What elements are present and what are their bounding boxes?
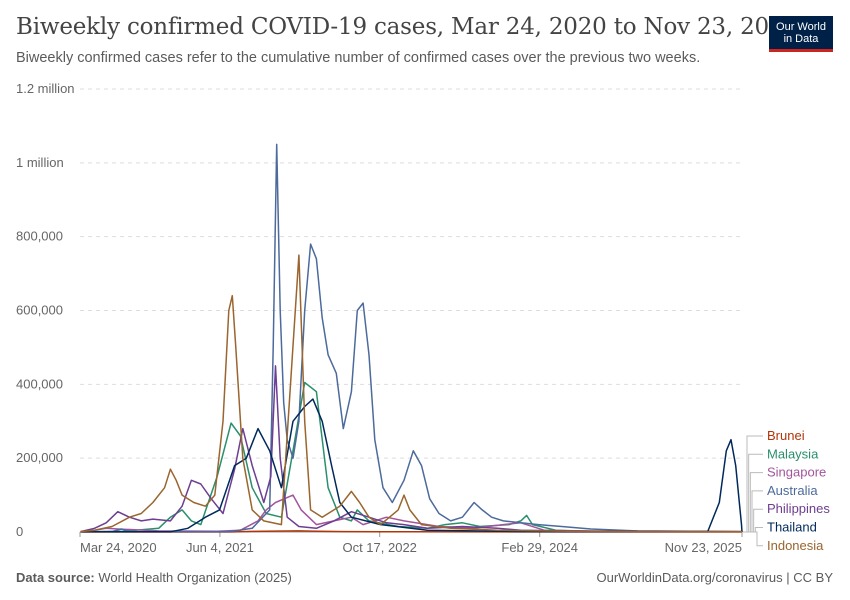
legend-connector [743, 508, 763, 533]
data-source: Data source: World Health Organization (… [16, 570, 292, 585]
legend-label-singapore[interactable]: Singapore [767, 465, 826, 480]
legend-connector [743, 472, 763, 533]
legend-connector [743, 531, 763, 547]
legend-label-philippines[interactable]: Philippines [767, 501, 830, 516]
x-tick-label: Mar 24, 2020 [80, 540, 157, 555]
y-tick-label: 1.2 million [16, 81, 75, 96]
y-tick-label: 800,000 [16, 229, 63, 244]
series-line-indonesia[interactable] [80, 254, 743, 533]
series-line-brunei[interactable] [80, 530, 743, 533]
legend-label-brunei[interactable]: Brunei [767, 428, 805, 443]
series-line-thailand[interactable] [80, 398, 743, 533]
y-tick-label: 200,000 [16, 450, 63, 465]
series-lines[interactable] [80, 143, 743, 533]
series-line-australia[interactable] [80, 143, 743, 533]
gridlines [80, 88, 742, 459]
legend-connector [743, 453, 763, 533]
legend-label-malaysia[interactable]: Malaysia [767, 446, 819, 461]
y-tick-label: 0 [16, 524, 23, 539]
x-tick-label: Nov 23, 2025 [665, 540, 742, 555]
y-tick-label: 600,000 [16, 303, 63, 318]
chart-subtitle: Biweekly confirmed cases refer to the cu… [16, 50, 701, 66]
footer-link[interactable]: OurWorldinData.org/coronavirus | CC BY [596, 570, 833, 585]
data-source-text: World Health Organization (2025) [94, 570, 292, 585]
y-tick-label: 1 million [16, 155, 64, 170]
y-tick-label: 400,000 [16, 376, 63, 391]
logo-line-2: in Data [783, 33, 819, 45]
legend-label-indonesia[interactable]: Indonesia [767, 538, 824, 553]
x-tick-label: Feb 29, 2024 [501, 540, 578, 555]
legend-connector [743, 435, 763, 533]
logo-line-1: Our World [776, 21, 826, 33]
legend-label-thailand[interactable]: Thailand [767, 520, 817, 535]
legend-connector [743, 527, 763, 533]
data-source-label: Data source: [16, 570, 95, 585]
x-tick-label: Oct 17, 2022 [342, 540, 416, 555]
x-tick-label: Jun 4, 2021 [186, 540, 254, 555]
chart-title: Biweekly confirmed COVID-19 cases, Mar 2… [16, 14, 798, 40]
axes: 0 200,000 400,000 600,000 800,000 1 million 1.… [16, 81, 743, 555]
owid-logo[interactable]: Our World in Data [769, 16, 833, 52]
series-line-philippines[interactable] [80, 365, 743, 533]
legend-connector [743, 490, 763, 533]
legend[interactable]: Brunei Malaysia Singapore Australia Philippi… [743, 428, 830, 553]
legend-label-australia[interactable]: Australia [767, 483, 818, 498]
